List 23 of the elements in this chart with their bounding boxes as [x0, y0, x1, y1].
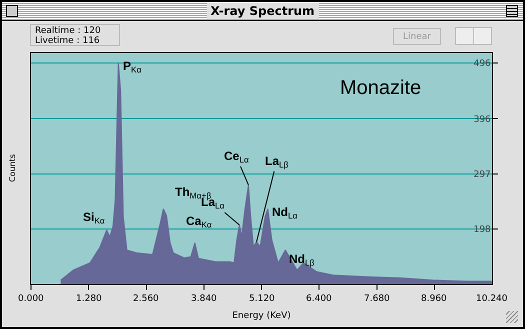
x-tick-label: 3.840	[191, 294, 218, 304]
x-tick-label: 2.560	[133, 294, 160, 304]
annotation: Ce$_{Lα}$	[224, 149, 249, 165]
x-axis-title: Energy (KeV)	[232, 310, 291, 321]
text: Livetime : 116	[35, 36, 100, 46]
x-tick-label: 8.960	[421, 294, 448, 304]
x-tick-label: 7.680	[364, 294, 390, 304]
annotation: Nd$_{Lα}$	[272, 205, 298, 221]
annotation: La$_{Lβ}$	[265, 154, 289, 170]
annotation: Si$_{Kα}$	[83, 210, 105, 226]
x-tick-label: 0.000	[18, 294, 44, 304]
annotation: Ca$_{Kα}$	[186, 214, 212, 230]
x-tick-label: 10.240	[476, 294, 508, 304]
y-axis-title: Counts	[8, 154, 18, 182]
x-tick-label: 1.280	[76, 294, 102, 304]
annotation: Nd$_{Lβ}$	[289, 252, 315, 268]
annotation: P$_{Kα}$	[123, 59, 142, 75]
text: Realtime : 120	[35, 26, 101, 36]
x-tick-label: 5.120	[249, 294, 276, 304]
x-tick-label: 6.400	[306, 294, 332, 304]
text: Linear	[393, 28, 441, 45]
annotation: Monazite	[340, 77, 422, 99]
chart-title: X-ray Spectrum	[206, 3, 319, 19]
